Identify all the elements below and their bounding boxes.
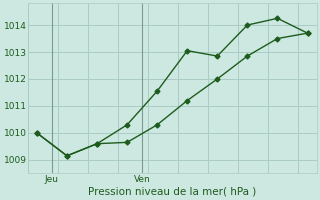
X-axis label: Pression niveau de la mer( hPa ): Pression niveau de la mer( hPa )	[88, 187, 256, 197]
